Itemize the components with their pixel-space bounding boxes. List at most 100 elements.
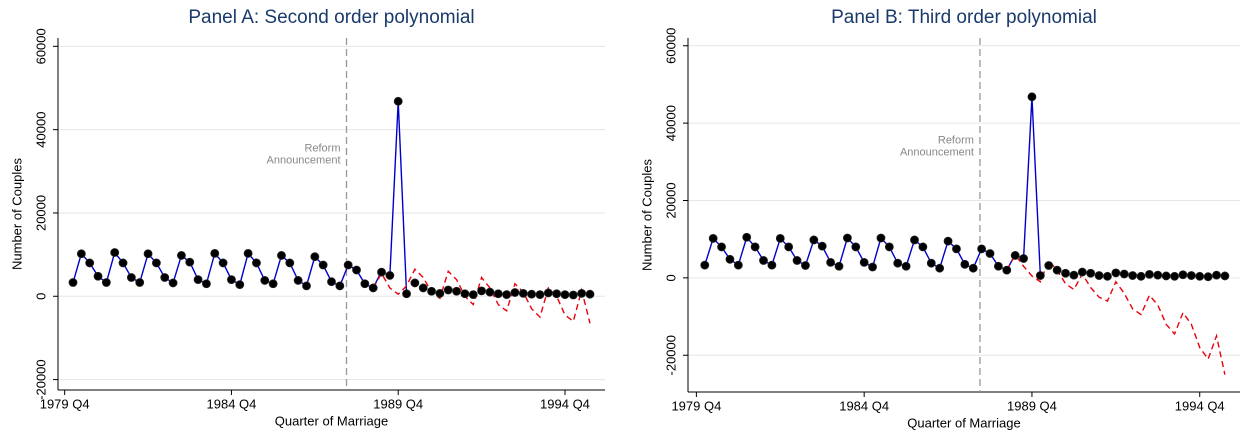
data-point [210, 248, 220, 258]
data-point [118, 258, 128, 268]
data-point [1203, 272, 1213, 282]
data-point [443, 285, 453, 295]
data-point [452, 286, 461, 296]
data-point [834, 261, 844, 271]
data-point [352, 265, 361, 275]
data-point [960, 259, 970, 269]
data-point [285, 258, 295, 268]
data-point [543, 288, 553, 298]
data-point [477, 286, 486, 296]
x-axis-label: Quarter of Marriage [907, 415, 1020, 430]
data-point [1094, 271, 1104, 280]
x-tick-label: 1994 Q4 [540, 396, 590, 411]
data-point [585, 289, 595, 299]
data-point [868, 262, 877, 272]
data-point [1178, 270, 1188, 280]
annotation: Announcement [900, 146, 974, 158]
data-point [202, 279, 211, 289]
data-point [884, 242, 894, 252]
y-tick-label: -20000 [663, 335, 678, 375]
data-point [343, 260, 353, 270]
data-point [268, 279, 278, 289]
data-point [385, 271, 395, 280]
data-point [435, 288, 445, 298]
data-point [977, 244, 987, 254]
data-point [717, 242, 726, 252]
chart-title: Panel A: Second order polynomial [188, 7, 474, 28]
data-point [1077, 267, 1087, 277]
data-point [560, 290, 570, 300]
data-point [1136, 271, 1146, 281]
y-tick-label: 0 [33, 293, 48, 300]
data-point [101, 278, 111, 287]
data-point [527, 289, 537, 299]
data-point [767, 260, 777, 270]
x-tick-label: 1979 Q4 [40, 396, 90, 411]
data-point [151, 258, 161, 268]
data-point [93, 271, 103, 281]
data-point [1069, 270, 1079, 280]
data-point [1119, 269, 1129, 279]
data-point [552, 289, 562, 299]
data-point [243, 248, 253, 258]
data-point [143, 249, 153, 259]
data-point [460, 289, 470, 299]
y-tick-label: 0 [663, 274, 678, 281]
data-point [1027, 92, 1037, 102]
y-tick-label: 40000 [663, 105, 678, 141]
data-point [759, 256, 768, 265]
x-tick-label: 1979 Q4 [671, 398, 721, 413]
plot-area [58, 38, 605, 390]
data-point [1195, 271, 1205, 281]
data-point [502, 290, 512, 300]
data-point [910, 235, 919, 245]
data-point [1061, 268, 1070, 278]
data-point [842, 233, 852, 243]
data-point [952, 244, 961, 254]
data-point [177, 251, 186, 260]
data-point [1052, 265, 1062, 275]
x-tick-label: 1989 Q4 [373, 396, 423, 411]
data-point [1220, 271, 1230, 281]
data-point [859, 257, 869, 267]
data-point [185, 257, 195, 267]
data-point [851, 242, 861, 252]
data-point [518, 288, 528, 298]
data-point [1035, 271, 1045, 280]
y-tick-label: 20000 [33, 195, 48, 231]
data-point [302, 281, 311, 291]
data-point [327, 277, 336, 287]
data-point [110, 248, 120, 257]
data-point [809, 235, 819, 245]
data-point [1044, 261, 1054, 270]
data-point [368, 283, 378, 293]
x-axis-label: Quarter of Marriage [275, 413, 388, 428]
data-point [418, 283, 428, 293]
x-tick-label: 1984 Q4 [207, 396, 257, 411]
data-point [218, 258, 228, 268]
data-point [577, 288, 587, 298]
data-point [402, 289, 411, 299]
data-point [535, 290, 545, 300]
data-point [750, 242, 760, 252]
data-point [193, 275, 203, 285]
y-tick-label: 20000 [663, 182, 678, 218]
data-point [901, 261, 911, 271]
data-point [252, 258, 261, 268]
data-point [277, 251, 286, 260]
data-point [1153, 270, 1163, 280]
x-tick-label: 1984 Q4 [839, 398, 889, 413]
data-point [801, 261, 810, 270]
data-point [1128, 271, 1138, 280]
data-point [485, 287, 495, 297]
data-point [227, 275, 236, 285]
data-point [318, 260, 328, 270]
chart-title: Panel B: Third order polynomial [831, 7, 1097, 28]
data-point [235, 280, 245, 290]
data-point [1212, 270, 1221, 280]
x-tick-label: 1989 Q4 [1007, 398, 1057, 413]
x-tick-label: 1994 Q4 [1175, 398, 1225, 413]
data-point [1161, 271, 1171, 281]
data-point [493, 289, 503, 299]
